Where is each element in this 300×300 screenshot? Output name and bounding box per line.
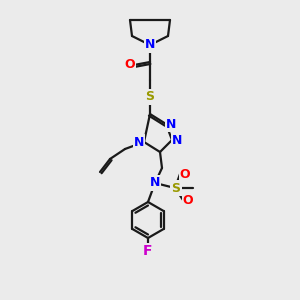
Text: F: F xyxy=(143,244,153,258)
Text: N: N xyxy=(172,134,182,146)
Text: N: N xyxy=(166,118,176,130)
Text: S: S xyxy=(146,91,154,103)
Text: N: N xyxy=(134,136,144,148)
Text: O: O xyxy=(183,194,193,206)
Text: O: O xyxy=(180,167,190,181)
Text: O: O xyxy=(125,58,135,70)
Text: N: N xyxy=(145,38,155,52)
Text: S: S xyxy=(172,182,181,194)
Text: N: N xyxy=(150,176,160,190)
